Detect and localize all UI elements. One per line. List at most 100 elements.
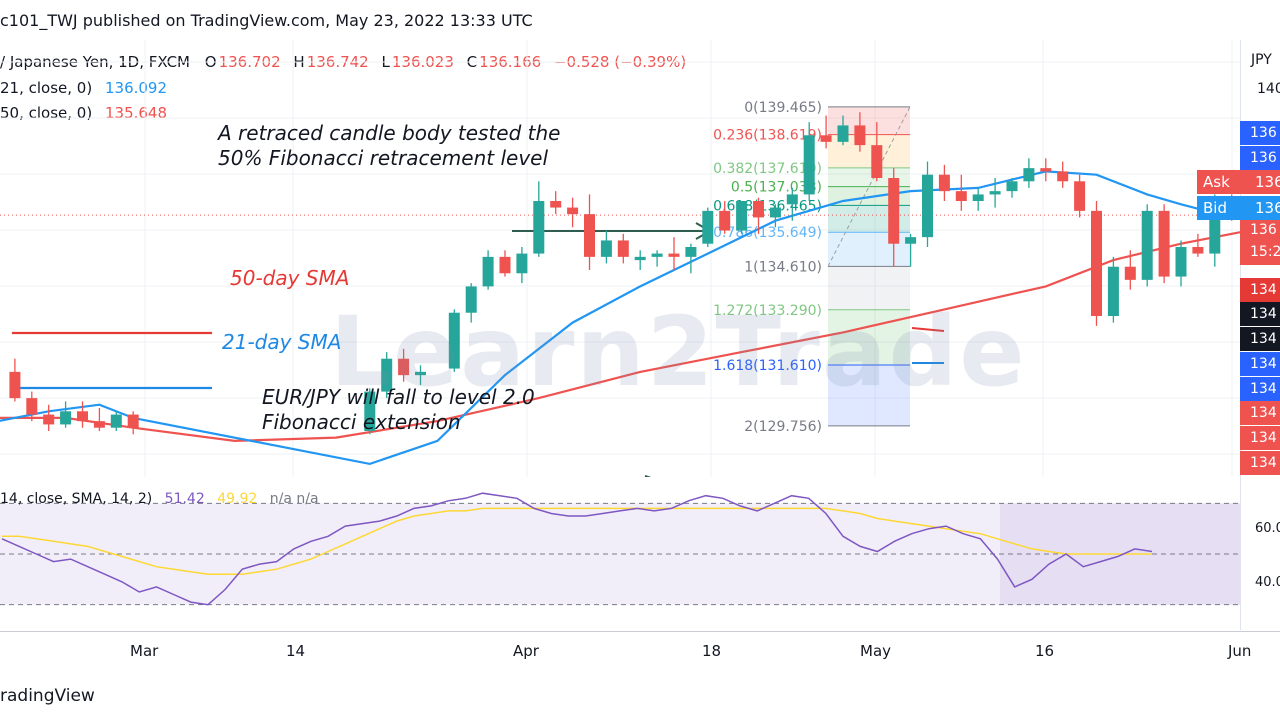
- candle-body: [1209, 197, 1221, 254]
- sma21-params: 21, close, 0): [0, 79, 93, 97]
- candle-body: [600, 240, 612, 257]
- rsi-band: [0, 503, 1240, 605]
- candle-body: [43, 414, 55, 425]
- price-tag-6: 134: [1240, 352, 1280, 376]
- countdown-tag: 136 15:2: [1240, 219, 1280, 265]
- candle-body: [668, 253, 680, 257]
- candle-body: [1006, 181, 1018, 192]
- ask-label: Ask: [1203, 173, 1230, 191]
- candle-body: [1057, 171, 1069, 182]
- countdown-timer: 15:2: [1250, 244, 1280, 260]
- candle-body: [938, 174, 950, 192]
- candle-body: [1107, 266, 1119, 316]
- fib-level-label: 1(134.610): [744, 259, 822, 275]
- sma50-marker-line: [911, 327, 945, 332]
- x-tick-jun: Jun: [1228, 642, 1252, 660]
- fib-level-label: 0.5(137.038): [731, 180, 822, 196]
- x-tick-14: 14: [286, 642, 306, 660]
- candle-body: [465, 286, 477, 313]
- rsi-ma-line: [2, 507, 1152, 576]
- sma50-line: [0, 231, 1240, 443]
- fib-zone: [828, 309, 910, 365]
- candle-body: [398, 358, 410, 376]
- candle-body: [837, 125, 849, 142]
- publish-info: c101_TWJ published on TradingView.com, M…: [0, 11, 533, 30]
- rsi-legend[interactable]: 14, close, SMA, 14, 2) 51.42 49.92 n/a n…: [0, 491, 321, 507]
- rsi-ma-value: 49.92: [217, 491, 258, 507]
- rsi-chart-svg[interactable]: [0, 478, 1240, 630]
- candle-body: [448, 312, 460, 369]
- candle-body: [1141, 210, 1153, 280]
- candle-body: [685, 247, 697, 257]
- price-tag-10: 134: [1240, 451, 1280, 475]
- candle-body: [93, 421, 105, 428]
- candle-body: [702, 210, 714, 244]
- candle-body: [516, 253, 528, 274]
- candle-body: [888, 178, 900, 244]
- candle-body: [1124, 266, 1136, 280]
- candle-body: [567, 207, 579, 215]
- tradingview-brand: radingView: [0, 686, 95, 706]
- header: c101_TWJ published on TradingView.com, M…: [0, 0, 1280, 42]
- price-tag-3: 134: [1240, 278, 1280, 302]
- candle-body: [1023, 168, 1035, 182]
- time-axis[interactable]: Mar 14 Apr 18 May 16 Jun: [0, 631, 1280, 672]
- sma21-value: 136.092: [104, 79, 168, 97]
- candle-body: [651, 253, 663, 257]
- retrace-annotation-line2: 50% Fibonacci retracement level: [218, 146, 549, 170]
- rsi-value: 51.42: [164, 491, 205, 507]
- candle-body: [1040, 168, 1052, 172]
- candle-body: [364, 391, 376, 431]
- candle-body: [634, 256, 646, 261]
- candle-body: [584, 214, 595, 257]
- price-chart-svg[interactable]: 0(139.465) 0.236(138.619) 0.382(137.610) 0.…: [0, 40, 1240, 477]
- price-tag-1: 136: [1240, 121, 1280, 145]
- fib-level-label: 0(139.465): [744, 100, 822, 116]
- candle-body: [9, 371, 21, 399]
- fib-zone: [828, 364, 910, 426]
- x-tick-16: 16: [1035, 642, 1055, 660]
- candle-body: [533, 201, 545, 254]
- candle-body: [719, 210, 731, 231]
- ask-value: 136: [1255, 173, 1280, 191]
- candle-body: [989, 191, 1001, 195]
- candle-body: [786, 194, 798, 205]
- forecast-annotation-line1: EUR/JPY will fall to level 2.0: [262, 385, 535, 409]
- fib-level-label: 0.382(137.610): [713, 161, 822, 177]
- candle-body: [1175, 247, 1187, 277]
- price-tag-4: 134: [1240, 302, 1280, 326]
- fib-zone: [828, 266, 910, 310]
- candle-body: [972, 194, 984, 201]
- candle-body: [110, 414, 122, 428]
- fib-level-label: 0.236(138.619): [713, 128, 822, 144]
- x-tick-mar: Mar: [130, 642, 159, 660]
- ask-tag[interactable]: Ask 136: [1197, 170, 1280, 194]
- candle-body: [1158, 210, 1170, 277]
- x-tick-18: 18: [702, 642, 722, 660]
- candle-body: [381, 358, 393, 392]
- candle-body: [127, 414, 139, 428]
- rsi-na-values: n/a n/a: [269, 491, 319, 507]
- candle-body: [60, 411, 72, 425]
- watermark-logo: Learn2Trade: [330, 296, 1027, 408]
- rsi-pane[interactable]: [0, 478, 1240, 630]
- rsi-params: 14, close, SMA, 14, 2): [0, 491, 153, 507]
- x-tick-apr: Apr: [513, 642, 539, 660]
- candle-body: [415, 371, 426, 376]
- price-chart[interactable]: 0(139.465) 0.236(138.619) 0.382(137.610) 0.…: [0, 40, 1240, 477]
- sma21-legend[interactable]: 21, close, 0) 136.092: [0, 79, 169, 97]
- fib-level-label: 1.272(133.290): [713, 303, 822, 319]
- price-tag-8: 134: [1240, 401, 1280, 425]
- price-tag-7: 134: [1240, 377, 1280, 401]
- retrace-annotation: A retraced candle body tested the 50% Fi…: [218, 121, 561, 171]
- candle-body: [550, 201, 562, 208]
- candle-body: [1192, 247, 1204, 254]
- candle-body: [854, 125, 866, 146]
- currency-label: JPY: [1251, 52, 1272, 68]
- bid-tag[interactable]: Bid 136: [1197, 196, 1280, 220]
- x-tick-may: May: [860, 642, 892, 660]
- forecast-annotation: EUR/JPY will fall to level 2.0 Fibonacci…: [262, 385, 535, 435]
- candle-body: [617, 240, 629, 257]
- fib-level-label: 2(129.756): [744, 419, 822, 435]
- candle-body: [499, 256, 511, 274]
